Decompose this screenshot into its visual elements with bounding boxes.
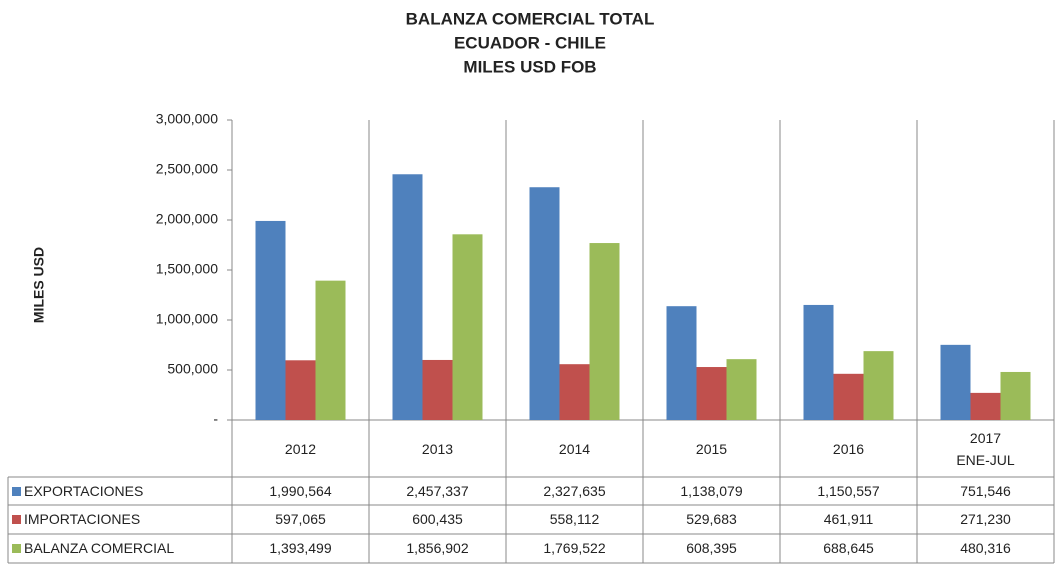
bar xyxy=(422,359,453,420)
legend-swatch xyxy=(12,486,21,496)
cell-text: 1,990,564 xyxy=(269,483,332,500)
table-value: 1,138,079 xyxy=(643,477,780,506)
bar xyxy=(696,367,727,420)
y-tick-label: 3,000,000 xyxy=(156,111,218,127)
x-tick-label: 2012 xyxy=(232,420,369,477)
cell-text: 1,138,079 xyxy=(680,483,743,500)
cell-text: 2,457,337 xyxy=(406,483,469,500)
cell-text: 1,150,557 xyxy=(817,483,880,500)
x-tick-label: 2015 xyxy=(643,420,780,477)
cell-text: 2,327,635 xyxy=(543,483,606,500)
table-value: 2,327,635 xyxy=(506,477,643,506)
legend-swatch xyxy=(12,514,21,524)
cell-text: 2013 xyxy=(421,440,454,457)
y-tick-label: 500,000 xyxy=(167,361,218,377)
cell-text: 1,856,902 xyxy=(406,540,469,557)
x-tick-label: 2017 ENE-JUL xyxy=(917,420,1054,477)
bar xyxy=(452,234,483,420)
bar xyxy=(1000,371,1031,420)
cell-text: 608,395 xyxy=(686,540,737,557)
legend-label: EXPORTACIONES xyxy=(24,483,144,500)
bar xyxy=(392,174,423,420)
bar xyxy=(589,243,620,420)
cell-text: 597,065 xyxy=(275,511,326,528)
x-tick-label: 2014 xyxy=(506,420,643,477)
cell-text: 2014 xyxy=(558,440,591,457)
bar xyxy=(285,360,316,420)
chart-title: MILES USD FOB xyxy=(463,57,596,76)
table-value: 688,645 xyxy=(780,534,917,563)
legend-entry: EXPORTACIONES xyxy=(8,477,232,506)
table-value: 1,856,902 xyxy=(369,534,506,563)
table-value: 608,395 xyxy=(643,534,780,563)
chart-title: ECUADOR - CHILE xyxy=(454,33,606,52)
cell-text: 558,112 xyxy=(549,511,600,528)
x-tick-label: 2013 xyxy=(369,420,506,477)
table-value: 1,150,557 xyxy=(780,477,917,506)
cell-text: 271,230 xyxy=(960,511,1011,528)
y-tick-label: 1,000,000 xyxy=(156,311,218,327)
cell-text: 688,645 xyxy=(823,540,874,557)
table-value: 558,112 xyxy=(506,505,643,534)
table-value: 1,990,564 xyxy=(232,477,369,506)
cell-text: 461,911 xyxy=(823,511,874,528)
bar xyxy=(315,280,346,420)
bar xyxy=(803,304,834,420)
y-tick-label: - xyxy=(213,411,218,427)
bar xyxy=(666,306,697,420)
cell-text: 2016 xyxy=(832,440,865,457)
table-value: 2,457,337 xyxy=(369,477,506,506)
bar xyxy=(970,392,1001,420)
y-tick-label: 2,000,000 xyxy=(156,211,218,227)
chart-title: BALANZA COMERCIAL TOTAL xyxy=(406,9,655,28)
bar xyxy=(255,220,286,420)
table-value: 461,911 xyxy=(780,505,917,534)
table-value: 1,769,522 xyxy=(506,534,643,563)
cell-text: 1,769,522 xyxy=(543,540,606,557)
table-value: 480,316 xyxy=(917,534,1054,563)
legend-entry: BALANZA COMERCIAL xyxy=(8,534,232,563)
cell-text: 1,393,499 xyxy=(269,540,332,557)
bar xyxy=(940,344,971,420)
bar xyxy=(529,187,560,420)
table-value: 271,230 xyxy=(917,505,1054,534)
cell-text: 2017 ENE-JUL xyxy=(956,429,1015,468)
bar xyxy=(726,359,757,420)
y-tick-label: 1,500,000 xyxy=(156,261,218,277)
x-tick-label: 2016 xyxy=(780,420,917,477)
cell-text: 2015 xyxy=(695,440,728,457)
cell-text: 2012 xyxy=(284,440,317,457)
table-value: 1,393,499 xyxy=(232,534,369,563)
bar xyxy=(833,373,864,420)
cell-text: 529,683 xyxy=(686,511,737,528)
legend-label: BALANZA COMERCIAL xyxy=(24,540,175,557)
y-axis-label: MILES USD xyxy=(31,247,47,323)
bar xyxy=(559,364,590,420)
legend-entry: IMPORTACIONES xyxy=(8,505,232,534)
table-value: 751,546 xyxy=(917,477,1054,506)
bar xyxy=(863,351,894,420)
cell-text: 600,435 xyxy=(412,511,463,528)
table-value: 529,683 xyxy=(643,505,780,534)
cell-text: 751,546 xyxy=(960,483,1011,500)
legend-swatch xyxy=(12,543,21,553)
table-value: 600,435 xyxy=(369,505,506,534)
legend-label: IMPORTACIONES xyxy=(24,511,141,528)
cell-text: 480,316 xyxy=(960,540,1011,557)
y-tick-label: 2,500,000 xyxy=(156,161,218,177)
table-value: 597,065 xyxy=(232,505,369,534)
